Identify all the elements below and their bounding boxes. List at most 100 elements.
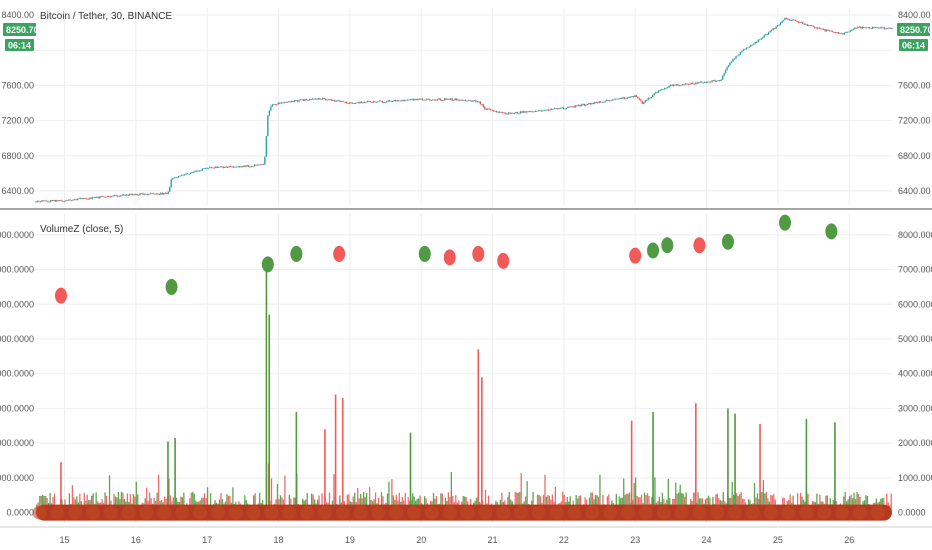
volume-zero-marker <box>228 505 243 520</box>
time-axis[interactable]: 15 16 17 18 19 20 21 22 23 24 25 26 <box>60 535 855 545</box>
volume-zero-marker <box>442 505 457 520</box>
volume-signal-marker <box>661 237 674 254</box>
price-candle <box>797 21 800 23</box>
price-candle <box>299 99 302 101</box>
price-candle <box>500 111 502 113</box>
price-candle <box>724 70 727 74</box>
price-candle <box>122 194 125 196</box>
left-price-badge-bg <box>3 23 36 36</box>
volume-spike <box>805 418 808 513</box>
volume-bar <box>886 493 888 513</box>
price-candle <box>827 29 829 31</box>
price-candle <box>145 193 147 195</box>
price-tick-label-right: 7200.00 <box>898 116 931 126</box>
price-candle <box>640 99 642 102</box>
price-candle <box>779 22 782 25</box>
price-tick-label-left: 7600.00 <box>1 80 34 90</box>
time-tick-label: 23 <box>630 535 640 545</box>
price-candle <box>372 101 375 103</box>
price-candle <box>256 164 259 166</box>
time-tick-label: 18 <box>274 535 284 545</box>
price-candle <box>279 102 281 104</box>
price-candle <box>394 99 397 102</box>
volume-bar <box>539 496 542 513</box>
volume-bar <box>843 496 845 513</box>
volume-bar <box>579 495 582 513</box>
volume-bar <box>627 493 629 513</box>
volume-tick-label-left: 2000.0000 <box>0 438 34 448</box>
volume-bar <box>532 491 534 513</box>
price-candle <box>307 100 309 101</box>
price-candle <box>62 200 64 202</box>
volume-bar <box>771 495 773 513</box>
price-candle <box>73 199 76 201</box>
price-candle <box>699 81 701 83</box>
right-price-badge-text: 8250.70 <box>900 25 932 35</box>
volume-bar <box>203 493 206 513</box>
volume-bar <box>792 495 794 513</box>
volume-tick-label-right: 8000.0000 <box>898 230 932 240</box>
volume-bar <box>762 480 765 513</box>
price-candle <box>614 98 617 100</box>
volume-tick-label-right: 0.0000 <box>898 508 926 518</box>
price-candle <box>711 80 713 83</box>
price-candle <box>542 110 544 112</box>
price-candle <box>657 90 660 93</box>
price-candle <box>296 100 299 102</box>
price-candle <box>773 28 776 30</box>
price-candle <box>484 106 486 110</box>
volume-zero-marker <box>193 505 208 520</box>
price-candle <box>342 101 345 103</box>
volume-zero-marker <box>157 505 172 520</box>
volume-bar <box>288 494 291 513</box>
price-candle <box>874 27 877 29</box>
volume-zero-marker <box>246 505 261 520</box>
volume-spike <box>60 462 62 513</box>
price-candle <box>692 82 694 84</box>
price-candle <box>97 196 100 199</box>
price-candle <box>125 194 128 196</box>
price-candle <box>206 168 208 169</box>
price-pane[interactable]: 8400.00 7600.00 7200.00 6800.00 6400.00 8400… <box>1 8 932 205</box>
volume-zero-marker <box>50 505 65 520</box>
price-candle <box>644 100 647 103</box>
volume-bar <box>352 496 354 513</box>
price-candle <box>608 100 611 102</box>
volume-bar <box>569 496 571 513</box>
price-candle <box>756 41 758 43</box>
price-candle <box>776 25 779 27</box>
price-candle <box>766 34 768 36</box>
price-candle <box>166 192 168 194</box>
volume-bar <box>452 495 454 513</box>
volume-spike <box>734 413 736 513</box>
volume-axis-right[interactable]: 8000.0000 7000.0000 6000.0000 5000.0000 4000… <box>898 230 932 518</box>
volume-tick-label-left: 8000.0000 <box>0 230 34 240</box>
volume-grid <box>36 214 892 523</box>
price-candle <box>112 195 114 197</box>
price-candle <box>490 109 492 111</box>
volume-bar <box>310 493 313 513</box>
price-candle <box>696 82 699 84</box>
price-candle <box>356 102 358 104</box>
price-candle <box>305 99 308 101</box>
price-candle <box>613 99 615 101</box>
price-candle <box>167 191 169 194</box>
price-candle <box>270 106 272 111</box>
price-candle <box>521 111 523 113</box>
price-candle <box>216 166 219 168</box>
price-axis-right[interactable]: 8400.00 7600.00 7200.00 6800.00 6400.00 <box>898 10 931 196</box>
price-candle <box>488 108 490 110</box>
volume-bar <box>853 492 855 513</box>
price-candle <box>747 47 749 49</box>
price-candle <box>67 199 70 201</box>
volume-zero-marker <box>674 505 689 520</box>
volume-pane[interactable]: 8000.0000 7000.0000 6000.0000 5000.0000 4000… <box>0 214 932 523</box>
volume-spike <box>695 403 697 513</box>
price-candle <box>512 112 514 114</box>
price-candle <box>611 99 614 101</box>
volume-bar <box>346 494 348 513</box>
price-candle <box>482 104 485 107</box>
price-candle <box>397 100 400 102</box>
price-candle <box>663 88 666 90</box>
